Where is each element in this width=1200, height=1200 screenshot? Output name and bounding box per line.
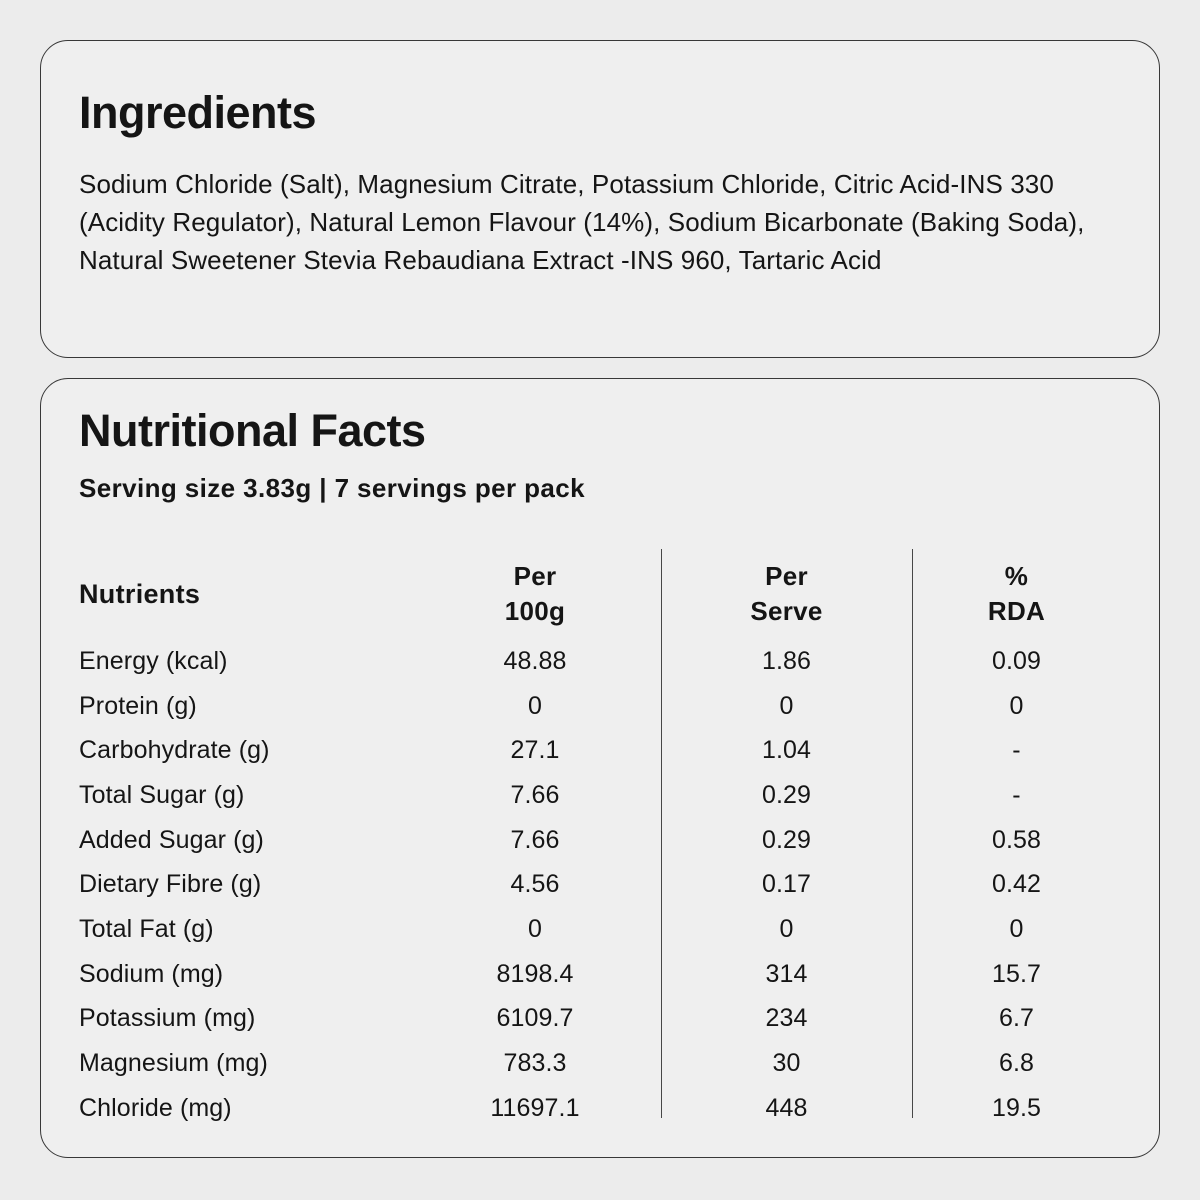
- per-100g-cell: 0: [527, 691, 542, 720]
- header-per-100g: Per 100g: [504, 561, 566, 626]
- table-row: Magnesium (mg) 783.3 30 6.8: [79, 1041, 1121, 1086]
- nutrient-name-cell: Energy (kcal): [79, 646, 228, 675]
- table-row: Protein (g) 0 0 0: [79, 684, 1121, 729]
- per-100g-cell: 11697.1: [490, 1093, 580, 1122]
- table-header-row: Nutrients Per 100g Per Serve % RDA: [79, 549, 1121, 639]
- header-per-serve: Per Serve: [750, 561, 823, 626]
- per-serve-cell: 0.29: [761, 780, 812, 809]
- nutrient-name-cell: Total Sugar (g): [79, 780, 245, 809]
- per-100g-cell: 8198.4: [496, 959, 574, 988]
- table-row: Sodium (mg) 8198.4 314 15.7: [79, 952, 1121, 997]
- column-divider: [661, 549, 662, 1118]
- table-body: Energy (kcal) 48.88 1.86 0.09 Protein (g) 0 0 0…: [79, 639, 1121, 1131]
- nutrient-name-cell: Added Sugar (g): [79, 825, 264, 854]
- nutrient-name-cell: Sodium (mg): [79, 959, 224, 988]
- pct-rda-cell: 19.5: [991, 1093, 1042, 1122]
- pct-rda-cell: 0: [1009, 914, 1024, 943]
- serving-size-info: Serving size 3.83g | 7 servings per pack: [79, 473, 585, 503]
- table-row: Total Fat (g) 0 0 0: [79, 907, 1121, 952]
- per-serve-cell: 234: [765, 1004, 808, 1033]
- per-serve-cell: 30: [772, 1049, 801, 1078]
- ingredients-card: Ingredients Sodium Chloride (Salt), Magn…: [40, 40, 1160, 358]
- nutrient-name-cell: Chloride (mg): [79, 1093, 232, 1122]
- table-row: Total Sugar (g) 7.66 0.29 -: [79, 773, 1121, 818]
- per-serve-cell: 0: [779, 691, 794, 720]
- nutrition-table: Nutrients Per 100g Per Serve % RDA Energ…: [79, 549, 1121, 1131]
- per-serve-cell: 0.29: [761, 825, 812, 854]
- pct-rda-cell: 0.58: [991, 825, 1042, 854]
- per-100g-cell: 48.88: [503, 646, 567, 675]
- pct-rda-cell: 6.7: [998, 1004, 1035, 1033]
- per-100g-cell: 4.56: [510, 870, 560, 899]
- nutrition-facts-card: Nutritional Facts Serving size 3.83g | 7…: [40, 378, 1160, 1158]
- table-row: Energy (kcal) 48.88 1.86 0.09: [79, 639, 1121, 684]
- nutrition-facts-title: Nutritional Facts: [79, 405, 426, 456]
- table-row: Added Sugar (g) 7.66 0.29 0.58: [79, 818, 1121, 863]
- per-100g-cell: 0: [527, 914, 542, 943]
- header-nutrients: Nutrients: [79, 578, 201, 609]
- per-100g-cell: 783.3: [503, 1049, 567, 1078]
- column-divider: [912, 549, 913, 1118]
- per-100g-cell: 6109.7: [496, 1004, 574, 1033]
- pct-rda-cell: 0.09: [991, 646, 1042, 675]
- per-serve-cell: 448: [765, 1093, 808, 1122]
- table-row: Carbohydrate (g) 27.1 1.04 -: [79, 728, 1121, 773]
- pct-rda-cell: 6.8: [998, 1049, 1035, 1078]
- nutrient-name-cell: Protein (g): [79, 691, 197, 720]
- per-serve-cell: 1.86: [761, 646, 812, 675]
- pct-rda-cell: 0: [1009, 691, 1024, 720]
- per-serve-cell: 1.04: [761, 736, 812, 765]
- per-100g-cell: 7.66: [510, 825, 560, 854]
- ingredients-text: Sodium Chloride (Salt), Magnesium Citrat…: [79, 169, 1085, 275]
- nutrient-name-cell: Carbohydrate (g): [79, 736, 270, 765]
- pct-rda-cell: -: [1012, 780, 1021, 809]
- pct-rda-cell: 15.7: [991, 959, 1042, 988]
- per-serve-cell: 0: [779, 914, 794, 943]
- table-row: Potassium (mg) 6109.7 234 6.7: [79, 997, 1121, 1042]
- nutrient-name-cell: Dietary Fibre (g): [79, 870, 262, 899]
- nutrient-name-cell: Total Fat (g): [79, 914, 214, 943]
- table-row: Dietary Fibre (g) 4.56 0.17 0.42: [79, 862, 1121, 907]
- table-row: Chloride (mg) 11697.1 448 19.5: [79, 1086, 1121, 1131]
- pct-rda-cell: 0.42: [991, 870, 1042, 899]
- per-serve-cell: 0.17: [761, 870, 812, 899]
- per-100g-cell: 27.1: [510, 736, 560, 765]
- per-serve-cell: 314: [765, 959, 808, 988]
- header-pct-rda: % RDA: [987, 561, 1046, 626]
- per-100g-cell: 7.66: [510, 780, 560, 809]
- ingredients-title: Ingredients: [79, 87, 317, 138]
- nutrient-name-cell: Magnesium (mg): [79, 1049, 268, 1078]
- pct-rda-cell: -: [1012, 736, 1021, 765]
- nutrient-name-cell: Potassium (mg): [79, 1004, 256, 1033]
